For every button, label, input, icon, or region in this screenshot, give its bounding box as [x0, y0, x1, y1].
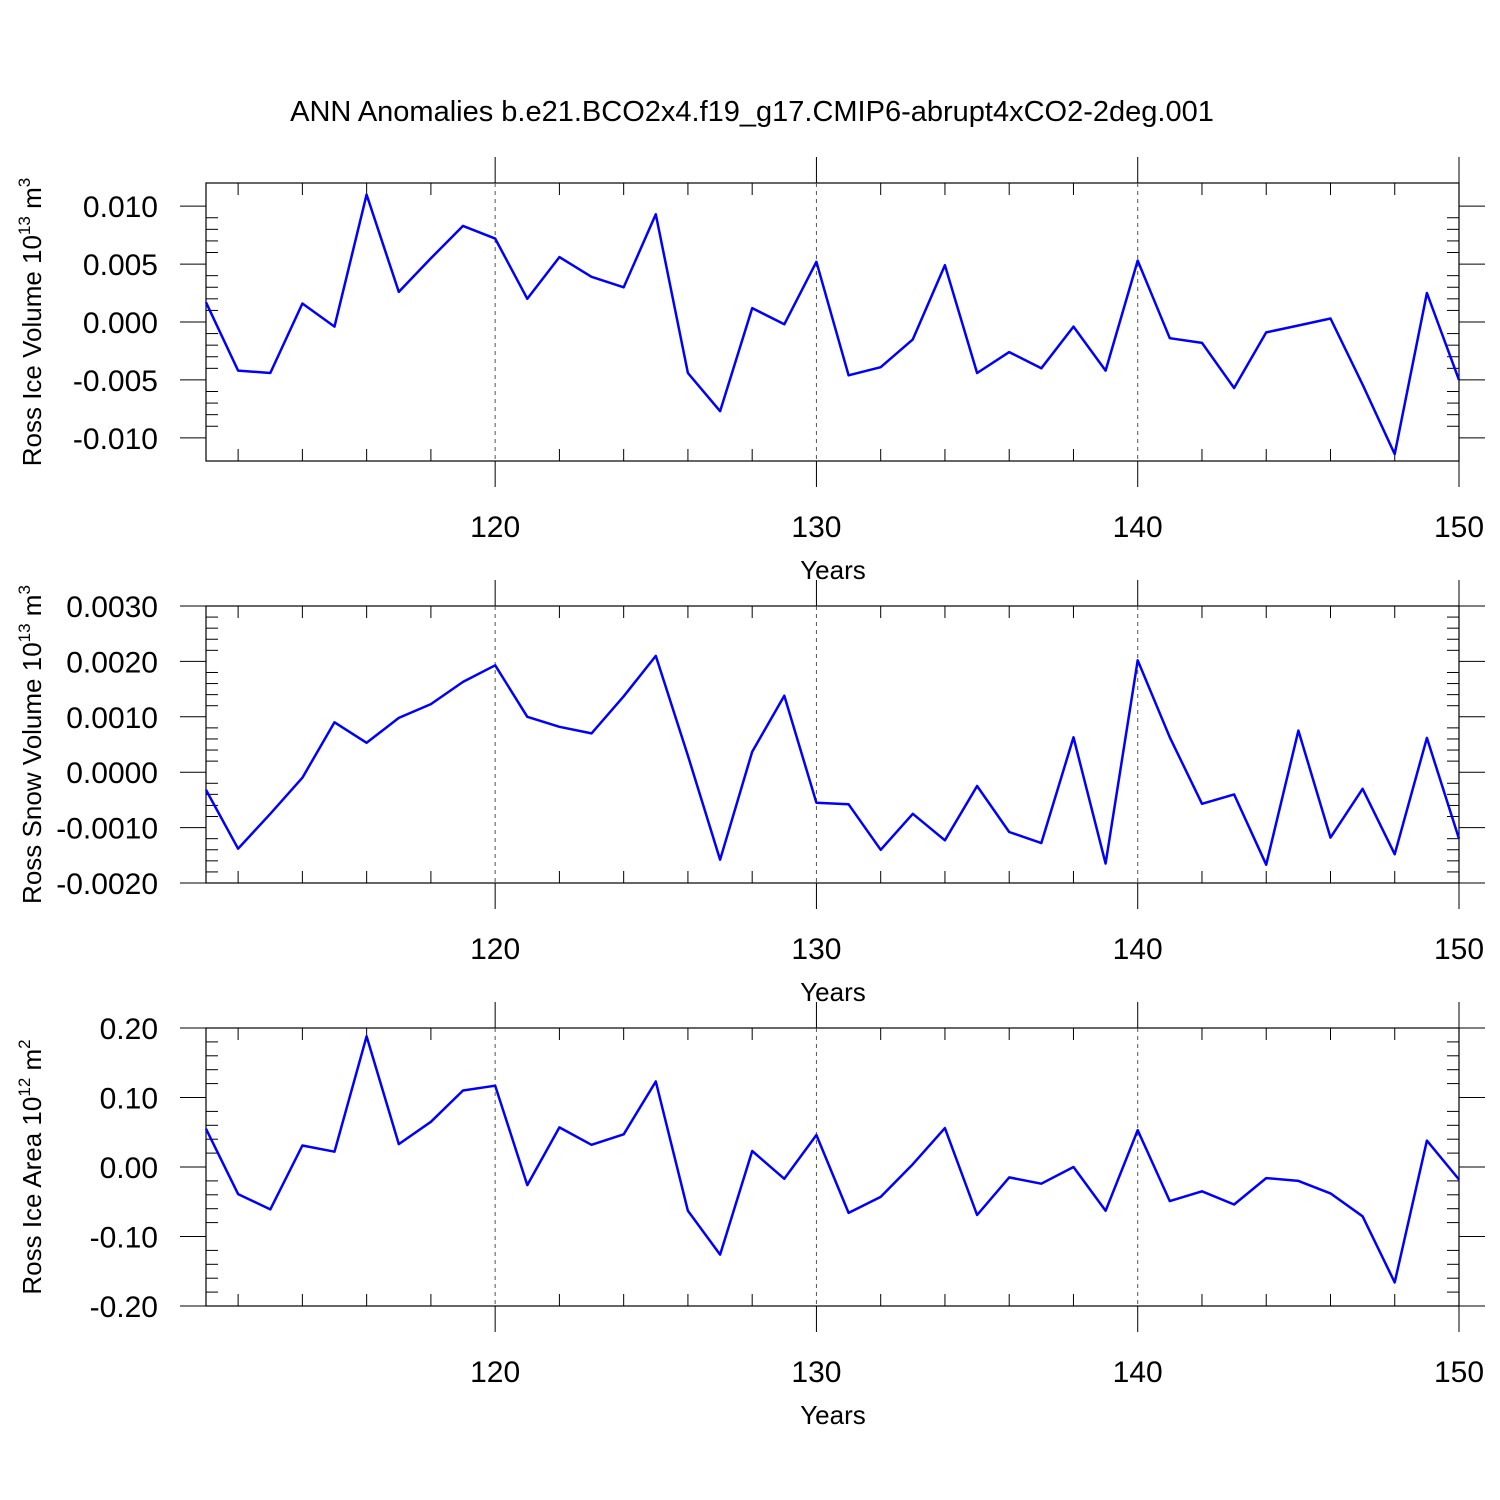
data-points: [205, 194, 1460, 455]
y-axis-label-text: Ross Snow Volume 10: [17, 642, 47, 904]
y-axis-label-unit-exponent: 3: [15, 178, 34, 187]
plot-frame: [205, 1027, 1460, 1307]
data-points: [205, 1036, 1460, 1283]
y-axis-label: Ross Ice Volume 1013 m3: [15, 178, 47, 467]
y-tick-label: 0.00: [100, 1152, 158, 1185]
panels: 120 130 140 150 -0.010 -0.005 0.000 0.005 0.010 Y…: [15, 157, 1485, 1430]
y-tick-label: 0.20: [100, 1013, 158, 1046]
x-axis-label: Years: [800, 555, 866, 585]
panel-3: 120 130 140 150 -0.20 -0.10 0.00 0.10 0.20 Years R…: [15, 1002, 1485, 1430]
panel-2: 120 130 140 150 -0.0020 -0.0010 0.0000 0.0010 0.…: [15, 580, 1485, 1007]
x-tick-label: 130: [791, 1356, 841, 1389]
y-tick-label: -0.010: [73, 423, 158, 456]
y-tick-label: -0.0010: [56, 813, 158, 846]
y-tick-label: 0.0010: [66, 702, 158, 735]
y-tick-label: -0.10: [90, 1222, 158, 1255]
x-tick-label: 120: [470, 1356, 520, 1389]
y-tick-label: -0.005: [73, 365, 158, 398]
y-axis-label-unit: m: [17, 187, 47, 216]
y-axis-label-unit-exponent: 2: [15, 1039, 34, 1048]
x-tick-label: 130: [791, 933, 841, 966]
y-tick-label: 0.010: [83, 191, 158, 224]
y-axis-label: Ross Snow Volume 1013 m3: [15, 585, 47, 904]
y-tick-label: 0.000: [83, 307, 158, 340]
series-line: [204, 193, 1461, 456]
y-tick-label: 0.0030: [66, 591, 158, 624]
y-tick-label: -0.0020: [56, 868, 158, 901]
y-axis-label-exponent: 13: [15, 623, 34, 642]
x-tick-label: 140: [1113, 511, 1163, 544]
data-points: [205, 655, 1460, 865]
y-axis-label-text: Ross Ice Volume 10: [17, 235, 47, 466]
x-tick-label: 150: [1434, 1356, 1484, 1389]
y-tick-label: 0.0020: [66, 646, 158, 679]
series-line: [204, 654, 1461, 866]
x-tick-label: 150: [1434, 933, 1484, 966]
x-tick-label: 130: [791, 511, 841, 544]
y-tick-label: 0.005: [83, 249, 158, 282]
series-line: [204, 1035, 1460, 1284]
y-axis-label: Ross Ice Area 1012 m2: [15, 1039, 47, 1294]
y-tick-label: 0.10: [100, 1083, 158, 1116]
y-tick-label: -0.20: [90, 1291, 158, 1324]
x-tick-label: 120: [470, 511, 520, 544]
x-axis-label: Years: [800, 977, 866, 1007]
x-tick-label: 150: [1434, 511, 1484, 544]
x-tick-label: 120: [470, 933, 520, 966]
y-tick-label: 0.0000: [66, 757, 158, 790]
x-tick-label: 140: [1113, 933, 1163, 966]
y-axis-label-exponent: 13: [15, 216, 34, 235]
y-axis-label-unit: m: [17, 595, 47, 624]
y-axis-label-exponent: 12: [15, 1078, 34, 1097]
y-axis-label-unit-exponent: 3: [15, 585, 34, 594]
panel-1: 120 130 140 150 -0.010 -0.005 0.000 0.005 0.010 Y…: [15, 157, 1485, 585]
x-axis-label: Years: [800, 1400, 866, 1430]
plot-frame: [205, 605, 1460, 884]
y-axis-label-text: Ross Ice Area 10: [17, 1097, 47, 1295]
figure-title: ANN Anomalies b.e21.BCO2x4.f19_g17.CMIP6…: [290, 96, 1214, 128]
y-axis-label-unit: m: [17, 1049, 47, 1078]
x-tick-label: 140: [1113, 1356, 1163, 1389]
